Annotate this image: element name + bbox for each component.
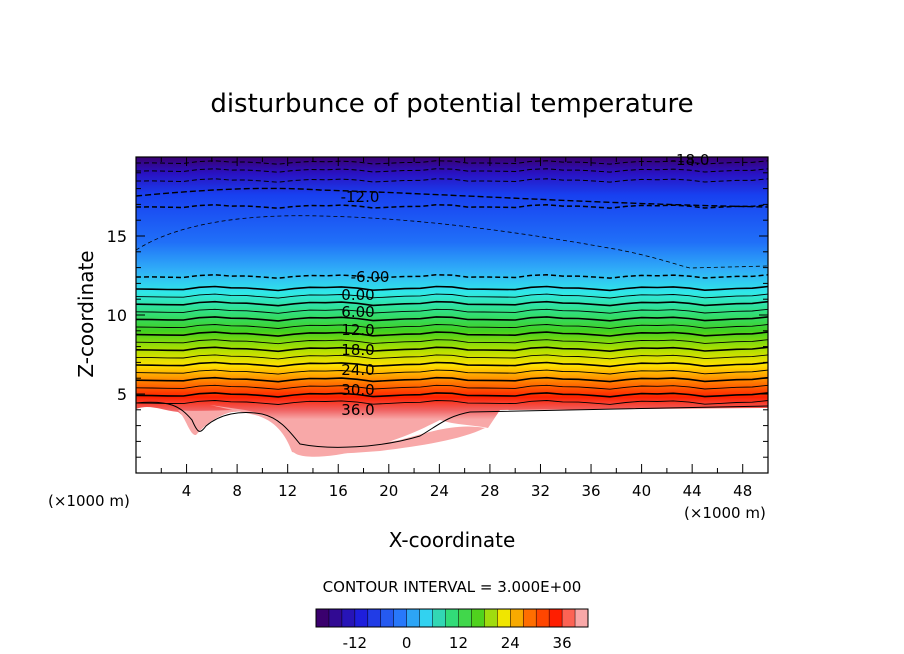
contour-line xyxy=(136,178,768,183)
contour-label: -6.00 xyxy=(351,268,390,286)
colorbar-tick-label: 24 xyxy=(501,634,520,652)
colorbar-cell xyxy=(484,609,498,627)
contour-line xyxy=(136,285,768,292)
contour-label: 0.00 xyxy=(341,286,374,304)
x-unit-label-right: (×1000 m) xyxy=(684,504,766,522)
contour-line xyxy=(136,160,768,165)
colorbar-cell xyxy=(562,609,576,627)
x-tick-label: 16 xyxy=(329,482,348,500)
x-tick-label: 4 xyxy=(182,482,192,500)
x-tick-label: 32 xyxy=(531,482,550,500)
contour-interval-text: CONTOUR INTERVAL = 3.000E+00 xyxy=(323,578,582,596)
contour-line xyxy=(136,293,768,299)
colorbar-cell xyxy=(367,609,382,627)
colorbar-cell xyxy=(575,609,589,627)
contour-line xyxy=(136,204,768,209)
contour-line xyxy=(136,361,768,368)
colorbar-cell xyxy=(445,609,459,627)
x-axis-label: X-coordinate xyxy=(389,528,516,552)
contour-line xyxy=(136,316,768,322)
contour-line xyxy=(136,215,768,269)
chart-title: disturbunce of potential temperature xyxy=(210,89,693,119)
colorbar xyxy=(315,608,589,628)
y-axis-ticks: 5 10 15 xyxy=(107,172,768,458)
contour-line xyxy=(136,300,768,307)
contour-label: -12.0 xyxy=(341,188,380,206)
x-tick-label: 8 xyxy=(232,482,242,500)
contour-line xyxy=(136,376,768,383)
contour-label: -18.0 xyxy=(671,151,710,169)
x-tick-label: 12 xyxy=(278,482,297,500)
colorbar-cell xyxy=(497,609,511,627)
colorbar-cell xyxy=(471,609,485,627)
colorbar-cell xyxy=(510,609,524,627)
contour-label: 30.0 xyxy=(341,381,374,399)
contour-label: 12.0 xyxy=(341,321,374,339)
x-tick-label: 40 xyxy=(632,482,651,500)
contour-line xyxy=(136,187,768,208)
contour-lines xyxy=(136,160,768,448)
colorbar-cell xyxy=(549,609,563,627)
contour-label: 36.0 xyxy=(341,401,374,419)
contour-line xyxy=(136,354,768,360)
contour-line xyxy=(136,274,768,279)
colorbar-tick-label: 12 xyxy=(449,634,468,652)
colorbar-frame xyxy=(315,608,589,628)
contour-line xyxy=(136,400,768,405)
contour-line xyxy=(136,339,768,345)
contour-line xyxy=(136,331,768,337)
x-tick-label: 48 xyxy=(733,482,752,500)
colorbar-cell xyxy=(316,609,330,627)
x-tick-label: 24 xyxy=(430,482,449,500)
y-tick-label: 10 xyxy=(107,306,127,325)
heat-pocket-upper xyxy=(210,405,485,455)
colorbar-cell xyxy=(393,609,407,627)
contour-label: 18.0 xyxy=(341,341,374,359)
contour-label: 6.00 xyxy=(341,303,374,321)
colorbar-cell xyxy=(341,609,356,627)
colorbar-ticks: -12 0 12 24 36 xyxy=(343,634,572,652)
contour-line xyxy=(136,324,768,329)
colorbar-cell xyxy=(432,609,446,627)
heat-pocket-left xyxy=(178,410,240,436)
colorbar-cell xyxy=(328,609,343,627)
colorbar-tick-label: 36 xyxy=(553,634,572,652)
colorbar-cell xyxy=(523,609,537,627)
colorbar-cell xyxy=(536,609,550,627)
terrain-region xyxy=(136,407,768,473)
contour-line xyxy=(136,392,768,398)
colorbar-tick-label: 0 xyxy=(402,634,412,652)
contour-line xyxy=(136,384,768,390)
contour-line xyxy=(136,346,768,353)
colorbar-cell xyxy=(380,609,395,627)
x-tick-label: 44 xyxy=(683,482,702,500)
contour-label: 24.0 xyxy=(341,361,374,379)
contour-line xyxy=(136,308,768,314)
y-tick-label: 15 xyxy=(107,227,127,246)
x-axis-ticks: 4 8 12 16 20 24 28 32 36 40 44 48 xyxy=(160,157,769,500)
colorbar-cell xyxy=(419,609,433,627)
x-tick-label: 36 xyxy=(581,482,600,500)
contour-line xyxy=(136,168,768,173)
x-tick-label: 20 xyxy=(379,482,398,500)
contour-line xyxy=(136,369,768,375)
x-unit-label-left: (×1000 m) xyxy=(48,492,130,510)
colorbar-cell xyxy=(354,609,369,627)
colorbar-cell xyxy=(406,609,420,627)
y-tick-label: 5 xyxy=(117,385,127,404)
colorbar-tick-label: -12 xyxy=(343,634,368,652)
contour-line xyxy=(136,401,768,448)
y-axis-label: Z-coordinate xyxy=(74,250,98,377)
x-tick-label: 28 xyxy=(480,482,499,500)
colorbar-cell xyxy=(458,609,472,627)
